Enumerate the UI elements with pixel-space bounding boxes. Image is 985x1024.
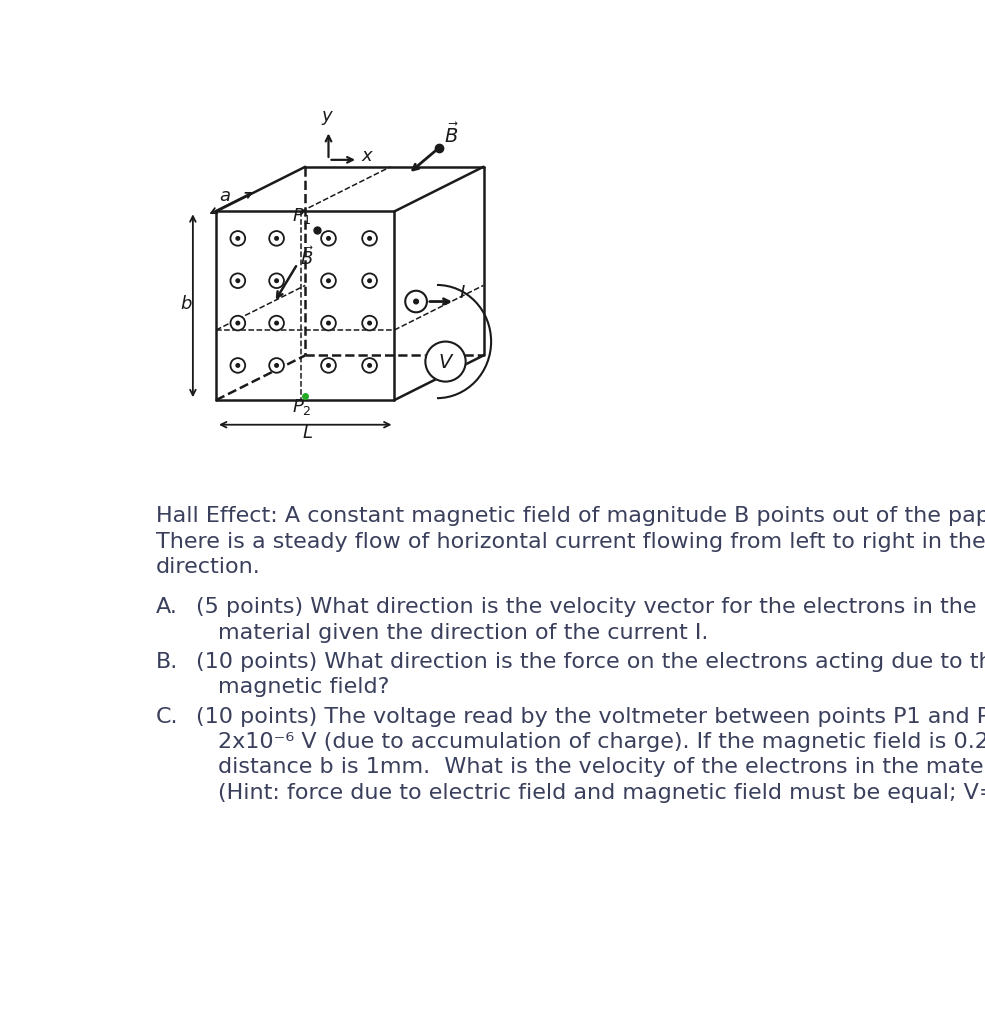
Circle shape [321,358,336,373]
Text: A.: A. [156,597,177,617]
Circle shape [236,322,239,325]
Circle shape [327,322,330,325]
Circle shape [275,237,279,241]
Circle shape [367,364,371,368]
Circle shape [321,273,336,288]
Circle shape [269,315,284,331]
Text: V: V [439,353,452,372]
Text: C.: C. [156,707,178,727]
Circle shape [367,237,371,241]
Text: L: L [302,424,312,441]
Circle shape [230,315,245,331]
Circle shape [327,279,330,283]
Text: There is a steady flow of horizontal current flowing from left to right in the x: There is a steady flow of horizontal cur… [156,531,985,552]
Text: x: x [361,147,372,166]
Text: $P_2$: $P_2$ [292,397,311,418]
Circle shape [269,231,284,246]
Circle shape [275,322,279,325]
Text: (10 points) The voltage read by the voltmeter between points P1 and P2 is: (10 points) The voltage read by the volt… [196,707,985,727]
Circle shape [269,273,284,288]
Circle shape [321,231,336,246]
Circle shape [275,364,279,368]
Circle shape [236,279,239,283]
Text: magnetic field?: magnetic field? [218,677,389,697]
Circle shape [405,291,427,312]
Circle shape [269,358,284,373]
Circle shape [367,322,371,325]
Text: $\vec{B}$: $\vec{B}$ [299,246,314,269]
Text: 2x10⁻⁶ V (due to accumulation of charge). If the magnetic field is 0.2 T and the: 2x10⁻⁶ V (due to accumulation of charge)… [218,732,985,752]
Text: $I$: $I$ [459,285,466,302]
Circle shape [321,315,336,331]
Text: $P_1$: $P_1$ [293,207,312,226]
Circle shape [367,279,371,283]
Text: (10 points) What direction is the force on the electrons acting due to the: (10 points) What direction is the force … [196,652,985,672]
Circle shape [327,364,330,368]
Circle shape [362,273,377,288]
Circle shape [230,231,245,246]
Text: distance b is 1mm.  What is the velocity of the electrons in the material?: distance b is 1mm. What is the velocity … [218,758,985,777]
Text: material given the direction of the current I.: material given the direction of the curr… [218,623,708,643]
Circle shape [362,358,377,373]
Text: y: y [322,108,332,125]
Text: a: a [219,186,230,205]
Circle shape [230,358,245,373]
Circle shape [414,299,419,304]
Circle shape [362,315,377,331]
Circle shape [362,231,377,246]
Text: $\vec{B}$: $\vec{B}$ [444,123,459,146]
Circle shape [236,237,239,241]
Text: Hall Effect: A constant magnetic field of magnitude B points out of the paper.: Hall Effect: A constant magnetic field o… [156,506,985,526]
Text: direction.: direction. [156,557,260,578]
Text: b: b [180,295,192,313]
Text: B.: B. [156,652,178,672]
Circle shape [426,342,466,382]
Text: (Hint: force due to electric field and magnetic field must be equal; V=Eb).: (Hint: force due to electric field and m… [218,782,985,803]
Circle shape [230,273,245,288]
Circle shape [275,279,279,283]
Circle shape [327,237,330,241]
Text: (5 points) What direction is the velocity vector for the electrons in the: (5 points) What direction is the velocit… [196,597,976,617]
Circle shape [236,364,239,368]
